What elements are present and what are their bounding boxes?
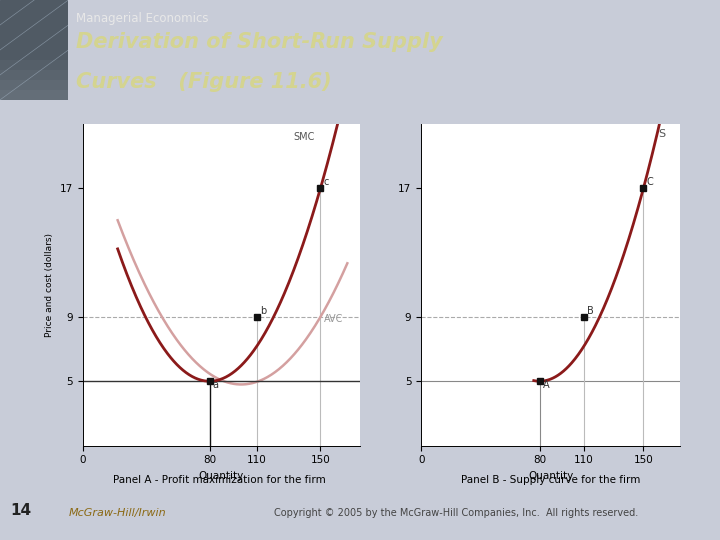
Text: B: B	[587, 306, 594, 316]
Text: Derivation of Short-Run Supply: Derivation of Short-Run Supply	[76, 32, 442, 52]
Text: 14: 14	[11, 503, 32, 518]
Text: SMC: SMC	[294, 132, 315, 142]
Text: b: b	[260, 306, 266, 316]
Text: c: c	[323, 177, 329, 187]
Text: Panel A - Profit maximization for the firm: Panel A - Profit maximization for the fi…	[113, 475, 326, 485]
Text: Managerial Economics: Managerial Economics	[76, 12, 208, 25]
Y-axis label: Price and cost (dollars): Price and cost (dollars)	[45, 233, 54, 337]
Text: A: A	[543, 380, 549, 390]
X-axis label: Quantity: Quantity	[528, 471, 573, 481]
Text: S: S	[658, 129, 665, 139]
Text: a: a	[212, 380, 219, 390]
Text: Copyright © 2005 by the McGraw-Hill Companies, Inc.  All rights reserved.: Copyright © 2005 by the McGraw-Hill Comp…	[274, 508, 638, 518]
Text: AVC: AVC	[323, 314, 343, 324]
X-axis label: Quantity: Quantity	[199, 471, 244, 481]
Text: Panel B - Supply curve for the firm: Panel B - Supply curve for the firm	[461, 475, 641, 485]
Text: Curves   (Figure 11.6): Curves (Figure 11.6)	[76, 72, 331, 92]
Text: McGraw-Hill/Irwin: McGraw-Hill/Irwin	[68, 508, 166, 518]
Text: C: C	[647, 177, 653, 187]
